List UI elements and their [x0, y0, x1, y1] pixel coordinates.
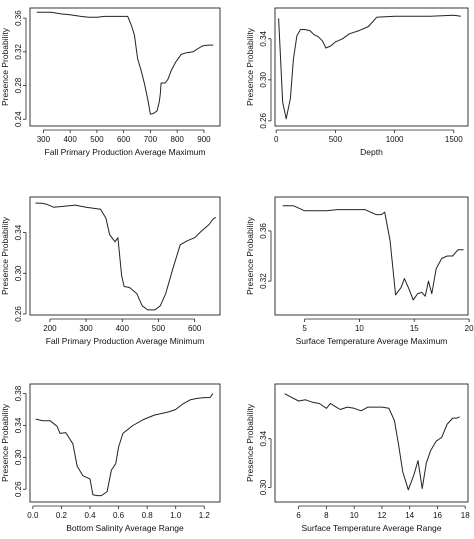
y-axis-title: Presence Probability: [245, 216, 255, 295]
x-tick-label: 400: [63, 135, 77, 144]
series-line: [282, 205, 464, 301]
x-tick-label: 1.0: [170, 511, 182, 520]
x-tick-label: 500: [152, 324, 166, 333]
y-axis-title: Presence Probability: [0, 403, 10, 482]
x-axis-title: Surface Temperature Average Range: [301, 523, 441, 533]
x-tick-label: 300: [37, 135, 51, 144]
series-line: [278, 14, 461, 120]
x-tick-label: 18: [461, 511, 470, 520]
series-line: [284, 393, 460, 491]
plot-frame: [29, 7, 221, 127]
x-tick-label: 10: [355, 324, 364, 333]
y-tick-label: 0.34: [14, 417, 23, 433]
x-tick-label: 500: [90, 135, 104, 144]
plot-frame: [274, 7, 469, 127]
x-tick-label: 14: [405, 511, 414, 520]
x-tick-label: 400: [116, 324, 130, 333]
plot-frame: [274, 383, 469, 503]
panel-fall-primary-production-average-maximum: 300 400 500 600 700 800 900 0.24 0.28 0.32 0.36 Fal…: [0, 7, 221, 157]
x-tick-label: 10: [350, 511, 359, 520]
x-tick-label: 15: [410, 324, 419, 333]
y-tick-label: 0.24: [14, 111, 23, 127]
x-tick-label: 1.2: [199, 511, 211, 520]
x-tick-label: 0.2: [56, 511, 68, 520]
x-axis-title: Surface Temperature Average Maximum: [296, 336, 448, 346]
plot-frame: [29, 196, 221, 316]
x-axis-title: Fall Primary Production Average Minimum: [46, 336, 205, 346]
x-tick-label: 800: [171, 135, 185, 144]
y-tick-label: 0.34: [259, 430, 268, 446]
x-tick-label: 0.6: [113, 511, 125, 520]
y-tick-label: 0.38: [14, 385, 23, 401]
panel-depth: 0 500 1000 1500 0.26 0.30 0.34 Depth Presence Pr…: [245, 7, 469, 157]
x-tick-label: 12: [377, 511, 386, 520]
y-axis-title: Presence Probability: [245, 27, 255, 106]
y-tick-label: 0.28: [14, 77, 23, 93]
x-tick-label: 5: [302, 324, 307, 333]
y-tick-label: 0.36: [14, 10, 23, 26]
plot-frame: [29, 383, 221, 503]
y-tick-label: 0.34: [14, 224, 23, 240]
x-axis-title: Depth: [360, 147, 383, 157]
x-tick-label: 1500: [445, 135, 463, 144]
x-tick-label: 1000: [386, 135, 404, 144]
y-axis-title: Presence Probability: [0, 27, 10, 106]
y-tick-label: 0.26: [14, 306, 23, 322]
y-axis-title: Presence Probability: [245, 403, 255, 482]
x-tick-label: 0.4: [84, 511, 96, 520]
x-tick-label: 6: [296, 511, 301, 520]
x-tick-label: 600: [117, 135, 131, 144]
x-tick-label: 700: [144, 135, 158, 144]
x-tick-label: 0.8: [142, 511, 154, 520]
y-tick-label: 0.36: [259, 223, 268, 239]
y-axis-title: Presence Probability: [0, 216, 10, 295]
x-tick-label: 0: [274, 135, 279, 144]
panel-fall-primary-production-average-minimum: 200 300 400 500 600 0.26 0.30 0.34 Fall Primary …: [0, 196, 221, 346]
x-tick-label: 600: [188, 324, 202, 333]
panel-bottom-salinity-average-range: 0.0 0.2 0.4 0.6 0.8 1.0 1.2 0.26 0.30 0.34 0.38 Bot…: [0, 383, 221, 533]
y-tick-label: 0.34: [259, 30, 268, 46]
x-tick-label: 300: [79, 324, 93, 333]
y-tick-label: 0.26: [14, 481, 23, 497]
x-tick-label: 0.0: [27, 511, 39, 520]
x-axis-title: Fall Primary Production Average Maximum: [45, 147, 206, 157]
x-tick-label: 500: [329, 135, 343, 144]
series-line: [35, 202, 216, 311]
y-tick-label: 0.26: [259, 113, 268, 129]
panel-surface-temperature-average-maximum: 5 10 15 20 0.32 0.36 Surface Temperature Avera…: [245, 196, 474, 346]
y-tick-label: 0.30: [14, 449, 23, 465]
y-tick-label: 0.30: [259, 479, 268, 495]
plot-frame: [274, 196, 469, 316]
y-tick-label: 0.30: [259, 71, 268, 87]
x-tick-label: 20: [465, 324, 474, 333]
y-tick-label: 0.32: [259, 273, 268, 289]
x-tick-label: 900: [197, 135, 211, 144]
series-line: [36, 11, 214, 115]
x-tick-label: 200: [43, 324, 57, 333]
x-axis-title: Bottom Salinity Average Range: [66, 523, 184, 533]
x-tick-label: 16: [433, 511, 442, 520]
y-tick-label: 0.32: [14, 43, 23, 59]
panel-surface-temperature-average-range: 6 8 10 12 14 16 18 0.30 0.34 Surface Temperature …: [245, 383, 470, 533]
y-tick-label: 0.30: [14, 265, 23, 281]
x-tick-label: 8: [324, 511, 329, 520]
series-line: [35, 393, 214, 497]
